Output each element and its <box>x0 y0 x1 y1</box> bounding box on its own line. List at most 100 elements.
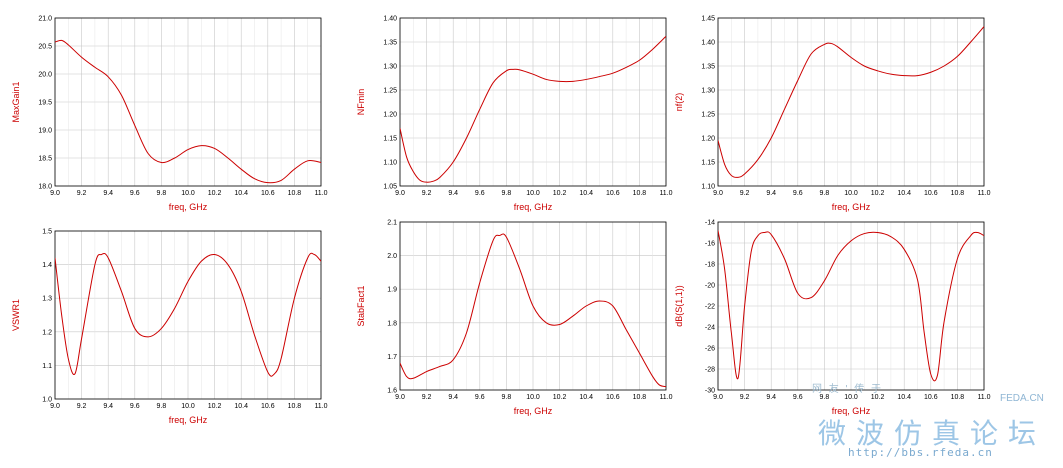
y-tick-label: 19.5 <box>38 100 52 107</box>
x-tick-label: 10.4 <box>579 190 593 197</box>
watermark-forum-name: 微波仿真论坛 <box>818 417 1047 450</box>
x-tick-label: 9.2 <box>422 190 432 197</box>
plot-frame <box>54 230 322 400</box>
x-axis-label: freq, GHz <box>169 202 208 212</box>
x-tick-label: 9.0 <box>713 190 723 197</box>
x-axis-label: freq, GHz <box>169 415 208 425</box>
y-tick-label: 1.05 <box>383 184 397 191</box>
x-tick-label: 10.4 <box>579 394 593 401</box>
y-tick-label: -24 <box>705 325 715 332</box>
chart-4: 9.0 9.2 9.4 9.6 9.8 10.0 10.2 10.4 10.6 10.8 11.0 1… <box>11 229 328 426</box>
y-tick-label: 1.1 <box>42 363 52 370</box>
y-tick-label: 1.25 <box>383 88 397 95</box>
x-tick-label: 10.0 <box>526 394 540 401</box>
y-tick-label: 1.5 <box>42 229 52 236</box>
plot-frame <box>54 17 322 187</box>
y-tick-label: 1.45 <box>701 16 715 23</box>
x-tick-label: 9.2 <box>740 190 750 197</box>
series-line <box>718 26 984 178</box>
series-line <box>400 35 666 183</box>
series-line <box>718 230 984 382</box>
y-tick-label: 1.35 <box>383 40 397 47</box>
y-tick-label: -16 <box>705 241 715 248</box>
y-tick-label: 1.30 <box>383 64 397 71</box>
x-tick-label: 9.6 <box>475 190 485 197</box>
y-axis-label: dB(S(1,1)) <box>674 285 684 327</box>
x-axis-label: freq, GHz <box>514 202 553 212</box>
y-tick-label: 1.35 <box>701 64 715 71</box>
x-tick-label: 11.0 <box>314 190 327 197</box>
chart-6: 9.0 9.2 9.4 9.6 9.8 10.0 10.2 10.4 10.6 10.8 11.0 -… <box>674 220 991 417</box>
x-tick-label: 10.8 <box>633 190 647 197</box>
y-tick-label: 1.20 <box>383 112 397 119</box>
y-tick-label: 1.10 <box>701 184 715 191</box>
x-tick-label: 9.4 <box>448 190 458 197</box>
x-tick-label: 10.8 <box>951 190 965 197</box>
x-tick-label: 9.6 <box>130 190 140 197</box>
x-tick-label: 9.0 <box>713 394 723 401</box>
y-tick-label: -28 <box>705 367 715 374</box>
y-tick-label: 1.7 <box>387 354 397 361</box>
x-tick-label: 9.2 <box>422 394 432 401</box>
y-axis-label: VSWR1 <box>11 299 21 331</box>
x-tick-label: 10.2 <box>553 394 567 401</box>
y-tick-label: 1.25 <box>701 112 715 119</box>
y-tick-label: -30 <box>705 388 715 395</box>
y-axis-label: MaxGain1 <box>11 81 21 122</box>
x-tick-label: 10.2 <box>208 403 222 410</box>
watermark-url: http://bbs.rfeda.cn <box>848 446 993 459</box>
x-tick-label: 11.0 <box>977 394 990 401</box>
x-tick-label: 10.6 <box>606 394 620 401</box>
x-tick-label: 9.4 <box>448 394 458 401</box>
y-tick-label: 1.15 <box>383 136 397 143</box>
x-tick-label: 11.0 <box>659 394 672 401</box>
x-tick-label: 11.0 <box>977 190 990 197</box>
y-tick-label: 1.4 <box>42 262 52 269</box>
x-tick-label: 10.8 <box>288 403 302 410</box>
y-tick-label: 1.3 <box>42 296 52 303</box>
chart-2: 9.0 9.2 9.4 9.6 9.8 10.0 10.2 10.4 10.6 10.8 11.0 1… <box>356 16 673 213</box>
y-tick-label: 1.20 <box>701 136 715 143</box>
x-tick-label: 10.2 <box>871 394 885 401</box>
x-tick-label: 9.0 <box>50 190 60 197</box>
series-line <box>55 252 321 377</box>
y-tick-label: 1.10 <box>383 160 397 167</box>
x-tick-label: 10.0 <box>181 403 195 410</box>
y-tick-label: 1.15 <box>701 160 715 167</box>
y-tick-label: 19.0 <box>38 128 52 135</box>
x-tick-label: 9.4 <box>766 394 776 401</box>
x-tick-label: 10.6 <box>924 190 938 197</box>
y-tick-label: -18 <box>705 262 715 269</box>
x-tick-label: 9.4 <box>103 190 113 197</box>
x-tick-label: 9.6 <box>130 403 140 410</box>
x-tick-label: 10.2 <box>871 190 885 197</box>
y-tick-label: 20.0 <box>38 72 52 79</box>
x-tick-label: 11.0 <box>314 403 327 410</box>
x-tick-label: 10.0 <box>844 394 858 401</box>
x-tick-label: 9.4 <box>766 190 776 197</box>
x-axis-label: freq, GHz <box>832 202 871 212</box>
x-tick-label: 10.0 <box>844 190 858 197</box>
x-tick-label: 10.8 <box>951 394 965 401</box>
plot-frame <box>399 17 667 187</box>
y-axis-label: nf(2) <box>674 93 684 112</box>
x-tick-label: 9.0 <box>395 190 405 197</box>
x-tick-label: 9.2 <box>740 394 750 401</box>
x-tick-label: 9.2 <box>77 403 87 410</box>
x-tick-label: 10.2 <box>208 190 222 197</box>
y-tick-label: -22 <box>705 304 715 311</box>
x-tick-label: 9.8 <box>157 403 167 410</box>
watermark-site-text: 网 友 ' 传 于 <box>812 384 884 395</box>
y-tick-label: 18.5 <box>38 156 52 163</box>
x-tick-label: 9.6 <box>475 394 485 401</box>
plot-frame <box>717 221 985 391</box>
x-tick-label: 9.2 <box>77 190 87 197</box>
y-axis-label: NFmin <box>356 89 366 116</box>
y-tick-label: 1.8 <box>387 320 397 327</box>
x-tick-label: 9.8 <box>502 394 512 401</box>
x-tick-label: 11.0 <box>659 190 672 197</box>
x-tick-label: 10.6 <box>606 190 620 197</box>
x-tick-label: 9.8 <box>157 190 167 197</box>
series-line <box>55 39 321 184</box>
